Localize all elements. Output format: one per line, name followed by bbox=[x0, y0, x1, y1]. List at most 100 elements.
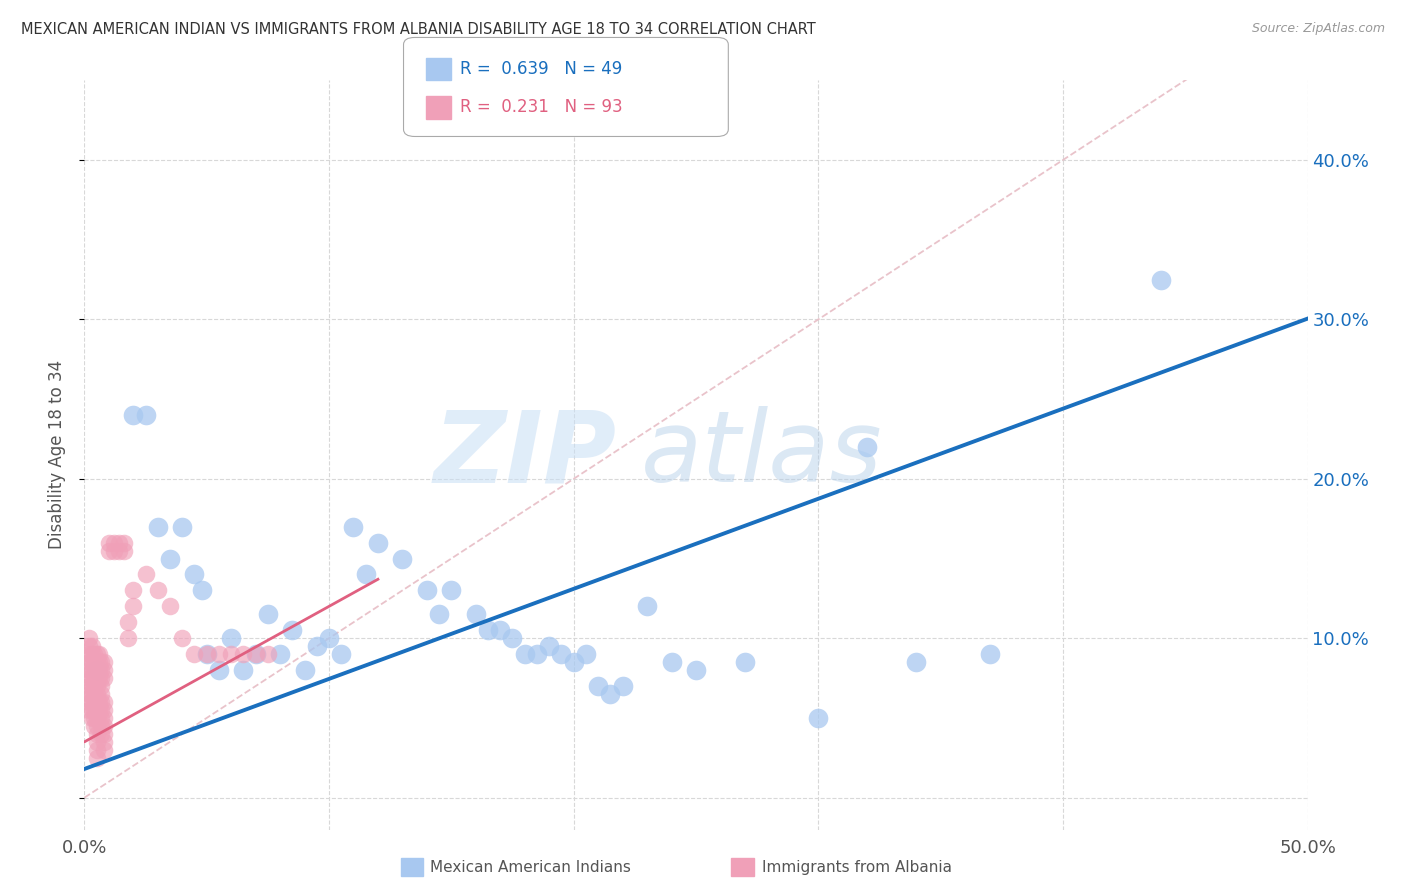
Point bbox=[87, 695, 110, 709]
Point bbox=[86, 719, 108, 733]
Point bbox=[86, 703, 108, 717]
Point bbox=[87, 671, 110, 685]
Point bbox=[172, 519, 194, 533]
Point bbox=[77, 687, 100, 701]
Point bbox=[103, 535, 125, 549]
Point bbox=[464, 607, 486, 622]
Point bbox=[257, 607, 280, 622]
Point bbox=[87, 655, 110, 669]
Point bbox=[86, 743, 108, 757]
Point bbox=[416, 583, 439, 598]
Point bbox=[513, 647, 536, 661]
Point bbox=[562, 655, 585, 669]
Point bbox=[807, 711, 830, 725]
Point bbox=[93, 719, 115, 733]
Point bbox=[80, 695, 103, 709]
Point bbox=[122, 408, 145, 422]
Y-axis label: Disability Age 18 to 34: Disability Age 18 to 34 bbox=[48, 360, 66, 549]
Point bbox=[90, 695, 112, 709]
Point bbox=[87, 703, 110, 717]
Point bbox=[219, 647, 242, 661]
Point bbox=[90, 711, 112, 725]
Point bbox=[281, 624, 304, 638]
Point bbox=[80, 703, 103, 717]
Text: MEXICAN AMERICAN INDIAN VS IMMIGRANTS FROM ALBANIA DISABILITY AGE 18 TO 34 CORRE: MEXICAN AMERICAN INDIAN VS IMMIGRANTS FR… bbox=[21, 22, 815, 37]
Point bbox=[191, 583, 214, 598]
Point bbox=[80, 687, 103, 701]
Point bbox=[159, 551, 181, 566]
Point bbox=[83, 663, 105, 677]
Point bbox=[86, 711, 108, 725]
Point bbox=[93, 711, 115, 725]
Point bbox=[86, 679, 108, 693]
Point bbox=[90, 655, 112, 669]
Point bbox=[575, 647, 598, 661]
Text: R =  0.639   N = 49: R = 0.639 N = 49 bbox=[460, 60, 621, 78]
Point bbox=[172, 632, 194, 646]
Point bbox=[83, 647, 105, 661]
Text: ZIP: ZIP bbox=[433, 407, 616, 503]
Point bbox=[1150, 272, 1173, 286]
Point bbox=[905, 655, 928, 669]
Point bbox=[305, 639, 328, 653]
Point bbox=[93, 703, 115, 717]
Point bbox=[330, 647, 353, 661]
Point bbox=[232, 647, 254, 661]
Point bbox=[83, 703, 105, 717]
Point bbox=[195, 647, 218, 661]
Text: atlas: atlas bbox=[641, 407, 883, 503]
Point bbox=[83, 671, 105, 685]
Point bbox=[86, 687, 108, 701]
Point bbox=[612, 679, 634, 693]
Point bbox=[489, 624, 512, 638]
Text: Immigrants from Albania: Immigrants from Albania bbox=[762, 860, 952, 874]
Point bbox=[269, 647, 291, 661]
Point bbox=[146, 519, 169, 533]
Point bbox=[83, 655, 105, 669]
Text: Mexican American Indians: Mexican American Indians bbox=[430, 860, 631, 874]
Point bbox=[97, 535, 120, 549]
Point bbox=[86, 671, 108, 685]
Point bbox=[93, 695, 115, 709]
Point bbox=[77, 695, 100, 709]
Point bbox=[856, 440, 879, 454]
Point bbox=[90, 679, 112, 693]
Point bbox=[257, 647, 280, 661]
Point bbox=[83, 679, 105, 693]
Point bbox=[103, 543, 125, 558]
Point bbox=[93, 671, 115, 685]
Point bbox=[117, 615, 139, 630]
Point bbox=[83, 719, 105, 733]
Point bbox=[86, 663, 108, 677]
Point bbox=[354, 567, 377, 582]
Point bbox=[86, 695, 108, 709]
Point bbox=[245, 647, 267, 661]
Point bbox=[77, 671, 100, 685]
Point bbox=[294, 663, 316, 677]
Point bbox=[107, 543, 129, 558]
Text: R =  0.231   N = 93: R = 0.231 N = 93 bbox=[460, 98, 623, 116]
Point bbox=[90, 671, 112, 685]
Point bbox=[80, 655, 103, 669]
Point bbox=[93, 655, 115, 669]
Point bbox=[77, 655, 100, 669]
Point bbox=[80, 679, 103, 693]
Point bbox=[979, 647, 1001, 661]
Point bbox=[526, 647, 548, 661]
Point bbox=[159, 599, 181, 614]
Point bbox=[112, 535, 135, 549]
Point bbox=[86, 663, 108, 677]
Point bbox=[86, 735, 108, 749]
Point bbox=[86, 727, 108, 741]
Point bbox=[80, 711, 103, 725]
Point bbox=[183, 647, 205, 661]
Point bbox=[117, 632, 139, 646]
Point bbox=[391, 551, 413, 566]
Point bbox=[77, 639, 100, 653]
Point bbox=[661, 655, 683, 669]
Text: Source: ZipAtlas.com: Source: ZipAtlas.com bbox=[1251, 22, 1385, 36]
Point bbox=[80, 671, 103, 685]
Point bbox=[77, 663, 100, 677]
Point bbox=[80, 647, 103, 661]
Point bbox=[93, 743, 115, 757]
